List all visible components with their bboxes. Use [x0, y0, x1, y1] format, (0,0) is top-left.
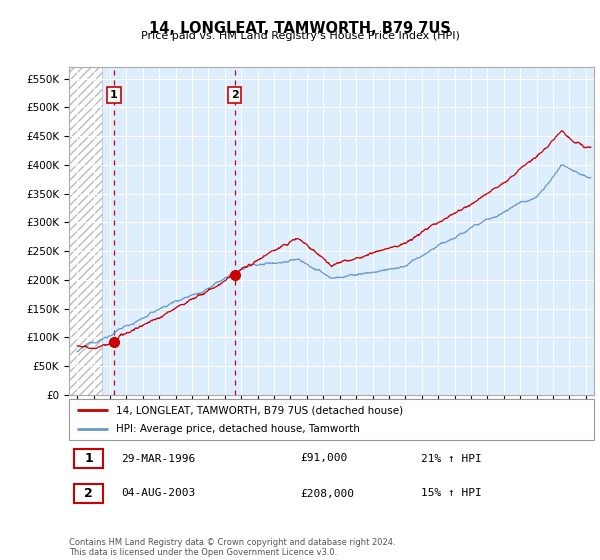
Text: 15% ↑ HPI: 15% ↑ HPI	[421, 488, 482, 498]
Text: 29-MAR-1996: 29-MAR-1996	[121, 454, 196, 464]
Text: 14, LONGLEAT, TAMWORTH, B79 7US (detached house): 14, LONGLEAT, TAMWORTH, B79 7US (detache…	[116, 405, 403, 415]
Text: HPI: Average price, detached house, Tamworth: HPI: Average price, detached house, Tamw…	[116, 424, 360, 433]
Text: 04-AUG-2003: 04-AUG-2003	[121, 488, 196, 498]
Text: £91,000: £91,000	[300, 454, 347, 464]
Text: 2: 2	[230, 90, 238, 100]
Text: Price paid vs. HM Land Registry's House Price Index (HPI): Price paid vs. HM Land Registry's House …	[140, 31, 460, 41]
Polygon shape	[69, 67, 102, 395]
Text: 21% ↑ HPI: 21% ↑ HPI	[421, 454, 482, 464]
FancyBboxPatch shape	[74, 449, 103, 469]
FancyBboxPatch shape	[69, 399, 594, 440]
Text: Contains HM Land Registry data © Crown copyright and database right 2024.
This d: Contains HM Land Registry data © Crown c…	[69, 538, 395, 557]
Text: 2: 2	[85, 487, 93, 500]
Text: 1: 1	[110, 90, 118, 100]
FancyBboxPatch shape	[74, 483, 103, 503]
Text: 1: 1	[85, 452, 93, 465]
Text: 14, LONGLEAT, TAMWORTH, B79 7US: 14, LONGLEAT, TAMWORTH, B79 7US	[149, 21, 451, 36]
Text: £208,000: £208,000	[300, 488, 354, 498]
